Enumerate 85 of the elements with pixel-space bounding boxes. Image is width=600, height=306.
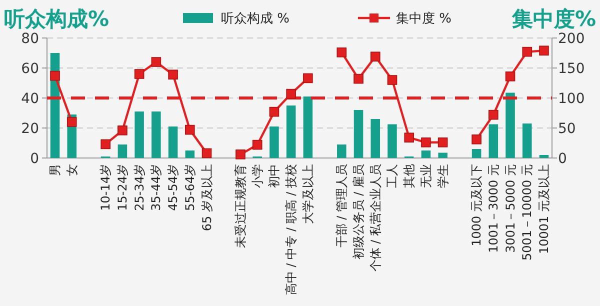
x-tick-label: 初中 — [267, 164, 282, 188]
point — [50, 70, 60, 81]
bar — [522, 124, 532, 158]
point — [202, 148, 212, 158]
x-tick-label: 大学及以上 — [300, 164, 315, 224]
y-tick-label: 20 — [21, 120, 39, 137]
x-tick-label: 高中 / 中专 / 职高 / 技校 — [284, 164, 298, 296]
bar — [118, 144, 128, 158]
point — [236, 150, 246, 160]
x-tick-label: 5001－10000 元 — [520, 164, 534, 261]
x-tick-label: 10-14岁 — [98, 164, 113, 211]
bar — [472, 149, 482, 158]
x-tick-label: 55-64岁 — [182, 164, 197, 211]
x-tick-label: 学生 — [436, 164, 450, 188]
y2-tick-label: 150 — [558, 60, 585, 77]
x-tick-label: 初级公务员 / 雇员 — [352, 164, 366, 260]
x-tick-label: 未受过正规教育 — [233, 164, 248, 248]
x-tick-label: 35-44岁 — [149, 164, 164, 211]
y-tick-label: 60 — [21, 60, 39, 77]
bar — [303, 96, 313, 158]
bar — [337, 144, 346, 158]
point — [134, 69, 144, 79]
point — [404, 132, 414, 142]
point — [269, 106, 280, 117]
x-tick-label: 1000 元及以下 — [470, 164, 484, 246]
bar — [506, 92, 515, 158]
y2-tick-label: 100 — [558, 90, 585, 107]
bar — [270, 126, 279, 158]
point — [118, 126, 128, 136]
x-tick-label: 女 — [64, 164, 79, 176]
x-tick-label: 10001 元及以上 — [536, 164, 551, 254]
x-tick-label: 45-54岁 — [166, 164, 180, 211]
point — [185, 124, 195, 135]
bar — [438, 152, 448, 158]
x-tick-label: 1001－3000 元 — [486, 164, 500, 253]
point — [438, 138, 448, 148]
x-tick-label: 无业 — [418, 164, 433, 188]
y2-tick-label: 0 — [558, 150, 567, 167]
point — [168, 70, 178, 80]
point — [522, 46, 532, 57]
y2-axis-title: 集中度% — [510, 7, 596, 31]
x-tick-label: 个体 / 私营企业人员 — [368, 164, 382, 272]
legend-label: 听众构成 % — [221, 12, 290, 27]
point — [539, 46, 549, 56]
bar — [185, 150, 195, 158]
bar — [134, 112, 144, 158]
bar — [370, 119, 380, 158]
point — [100, 139, 110, 150]
y-tick-label: 0 — [30, 150, 39, 167]
point — [336, 48, 347, 58]
point — [66, 117, 77, 127]
x-tick-label: 男 — [48, 164, 62, 176]
legend-label: 集中度 % — [396, 10, 452, 27]
bar — [388, 124, 397, 158]
bar — [152, 112, 161, 158]
point — [472, 134, 482, 144]
bar — [168, 126, 178, 158]
point — [370, 52, 380, 62]
point — [387, 75, 398, 85]
x-tick-label: 工人 — [385, 164, 400, 188]
x-tick-label: 干部 / 管理人员 — [334, 164, 349, 248]
point — [421, 138, 431, 148]
x-tick-label: 其他 — [402, 164, 416, 188]
y-axis-title: 听众构成% — [4, 7, 110, 31]
x-tick-label: 3001－5000 元 — [503, 164, 518, 253]
y2-tick-label: 50 — [558, 120, 576, 137]
y-tick-label: 40 — [21, 90, 39, 107]
point — [286, 88, 296, 99]
bar — [421, 150, 431, 158]
bar — [488, 124, 498, 158]
bar — [286, 106, 296, 158]
point — [488, 110, 498, 120]
point — [354, 74, 364, 84]
point — [303, 73, 313, 84]
x-tick-label: 15-24岁 — [115, 164, 130, 211]
y-tick-label: 80 — [21, 30, 39, 47]
x-tick-label: 小学 — [250, 164, 264, 188]
point — [505, 72, 516, 82]
bar — [354, 110, 364, 158]
point — [151, 57, 162, 67]
point — [252, 140, 262, 150]
x-tick-label: 25-34岁 — [132, 164, 146, 211]
y2-tick-label: 200 — [558, 30, 585, 47]
bar — [539, 155, 549, 158]
x-tick-label: 65 岁及以上 — [200, 164, 214, 232]
